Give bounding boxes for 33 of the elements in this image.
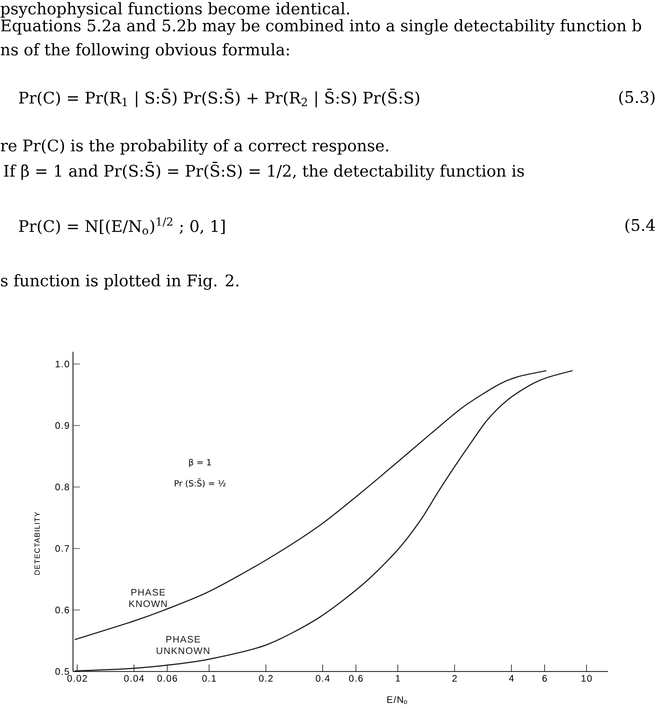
x-axis-title: E/N$_{o}$: [387, 696, 408, 704]
x-tick-label: 0.06: [157, 675, 178, 682]
text: If β = 1 and Pr(S:S̄) = Pr(S̄:S) = 1/2, the detectability function is: [4, 162, 524, 180]
x-tick-label: 1: [396, 675, 400, 682]
x-tick-label: 0.4: [316, 675, 330, 682]
text: ns of the following obvious formula:: [0, 43, 289, 59]
x-tick-label: 2: [452, 675, 457, 682]
x-tick-label: 10: [582, 675, 592, 682]
y-tick-label: 1.0: [56, 360, 70, 368]
x-tick-label: 0.1: [202, 675, 216, 682]
annotation: β = 1: [189, 458, 211, 468]
text: Equations 5.2a and 5.2b may be combined into a single detectability function b: [1, 19, 642, 35]
x-tick-label: 4: [508, 675, 514, 682]
series-label: PHASE UNKNOWN: [156, 636, 210, 654]
y-tick-label: 0.5: [55, 668, 70, 675]
text: Pr(C) = Pr(R$_{1}$ | S:S̄) Pr(S:S̄) + Pr(R$_{2}$ | S̄:S) Pr(S̄:S): [19, 88, 420, 108]
text: (5.4: [625, 218, 655, 234]
y-tick-label: 0.8: [55, 484, 70, 490]
x-tick-label: 0.04: [124, 675, 144, 682]
text: re Pr(C) is the probability of a correct response.: [0, 139, 388, 155]
series-label: PHASE KNOWN: [129, 588, 167, 608]
y-tick-label: 0.6: [55, 606, 70, 614]
x-tick-label: 0.2: [259, 675, 273, 682]
x-tick-label: 6: [542, 675, 547, 682]
x-tick-label: 0.02: [67, 675, 87, 682]
text: psychophysical functions become identical.: [0, 2, 350, 18]
text: (5.3): [619, 90, 655, 106]
text: Pr(C) = N[(E/N$_{o}$)$^{1/2}$ ; 0, 1]: [19, 217, 225, 235]
annotation: Pr (S:S̄) = ½: [174, 478, 226, 488]
x-tick-label: 0.6: [349, 675, 363, 682]
y-tick-label: 0.7: [55, 545, 69, 552]
y-tick-label: 0.9: [55, 422, 70, 429]
text: s function is plotted in Fig. 2.: [1, 274, 238, 290]
